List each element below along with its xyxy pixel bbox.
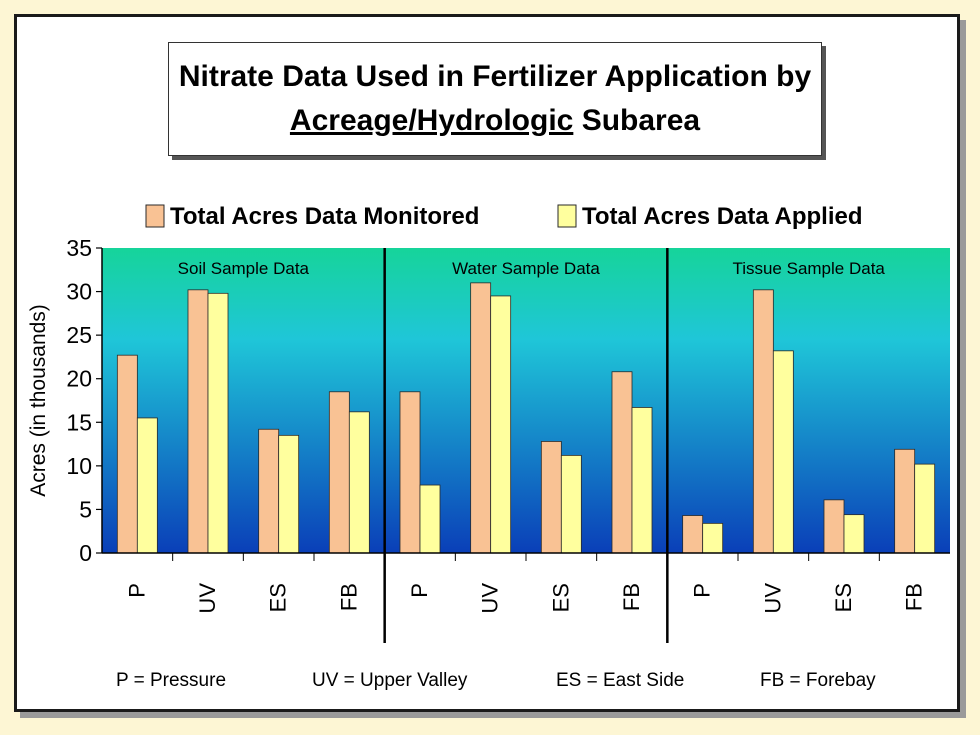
bar-applied-g1-fb <box>631 407 653 554</box>
plot-area: Soil Sample Data Water Sample Data Tissue … <box>102 248 950 554</box>
footer-key: P = Pressure UV = Upper Valley ES = East S… <box>116 670 876 691</box>
footer-key-p: P = Pressure <box>116 670 226 691</box>
bar-applied-g2-uv <box>772 350 794 554</box>
chart-title-line2: Acreage/Hydrologic Subarea <box>169 99 821 143</box>
x-label-g2-fb: FB <box>902 583 927 611</box>
bar-applied-g2-fb <box>914 463 936 554</box>
y-tick-label-20: 20 <box>66 366 92 392</box>
plot-background <box>102 248 950 553</box>
x-label-g0-fb: FB <box>336 583 361 611</box>
y-tick-label-0: 0 <box>79 540 92 566</box>
bar-applied-g1-p <box>419 484 441 554</box>
bar-monitored-g0-uv <box>187 289 209 554</box>
bar-monitored-g2-p <box>682 515 704 554</box>
bar-monitored-g1-es <box>540 441 562 554</box>
x-label-g0-uv: UV <box>195 583 220 614</box>
x-label-g1-uv: UV <box>478 583 503 614</box>
y-tick-label-30: 30 <box>66 279 92 305</box>
group-label-2: Tissue Sample Data <box>732 259 885 278</box>
footer-key-uv: UV = Upper Valley <box>312 670 468 691</box>
bar-monitored-g0-fb <box>328 391 350 554</box>
group-label-1: Water Sample Data <box>452 259 600 278</box>
footer-key-fb: FB = Forebay <box>760 670 876 691</box>
y-tick-label-5: 5 <box>79 496 92 522</box>
bar-applied-g0-es <box>278 434 300 554</box>
bar-applied-g0-fb <box>348 411 370 554</box>
bar-applied-g2-es <box>843 514 865 554</box>
chart-title-rest: Subarea <box>581 104 701 137</box>
group-label-0: Soil Sample Data <box>178 259 310 278</box>
legend-swatch-0 <box>145 204 165 228</box>
x-label-g0-p: P <box>124 583 149 598</box>
chart-title-line1: Nitrate Data Used in Fertilizer Applicat… <box>178 60 812 93</box>
axis-layer: P UV ES FB P UV ES FB P UV ES FB 0 5 10 15 20 25 30 35 Acres… <box>27 235 950 643</box>
y-tick-label-25: 25 <box>66 322 92 348</box>
x-label-g1-p: P <box>407 583 432 598</box>
chart-title-box: Nitrate Data Used in Fertilizer Applicat… <box>168 42 822 156</box>
bar-monitored-g2-es <box>823 499 845 554</box>
bar-applied-g2-p <box>702 522 724 554</box>
y-tick-label-15: 15 <box>66 409 92 435</box>
bar-applied-g0-p <box>136 417 158 554</box>
legend-label-0: Total Acres Data Monitored <box>170 203 479 230</box>
x-label-g0-es: ES <box>266 583 291 612</box>
x-label-g2-uv: UV <box>760 583 785 614</box>
bar-monitored-g2-fb <box>894 448 916 554</box>
y-tick-label-35: 35 <box>66 235 92 261</box>
y-tick-label-10: 10 <box>66 453 92 479</box>
bar-applied-g1-uv <box>490 295 512 554</box>
legend: Total Acres Data Monitored Total Acres Da… <box>145 203 863 230</box>
bar-monitored-g0-p <box>116 354 138 554</box>
bar-monitored-g1-p <box>399 391 421 554</box>
legend-label-1: Total Acres Data Applied <box>582 203 863 230</box>
x-label-g1-es: ES <box>548 583 573 612</box>
footer-key-es: ES = East Side <box>556 670 684 691</box>
x-label-g1-fb: FB <box>619 583 644 611</box>
bar-monitored-g1-uv <box>470 282 492 554</box>
legend-swatch-1 <box>557 204 577 228</box>
bar-monitored-g1-fb <box>611 371 633 554</box>
x-label-g2-es: ES <box>831 583 856 612</box>
bar-monitored-g2-uv <box>752 289 774 554</box>
x-label-g2-p: P <box>690 583 715 598</box>
bar-monitored-g0-es <box>258 428 280 554</box>
bar-applied-g0-uv <box>207 292 229 554</box>
y-axis-label: Acres (in thousands) <box>27 304 50 497</box>
bar-applied-g1-es <box>560 454 582 554</box>
chart-title-underlined: Acreage/Hydrologic <box>289 104 574 137</box>
